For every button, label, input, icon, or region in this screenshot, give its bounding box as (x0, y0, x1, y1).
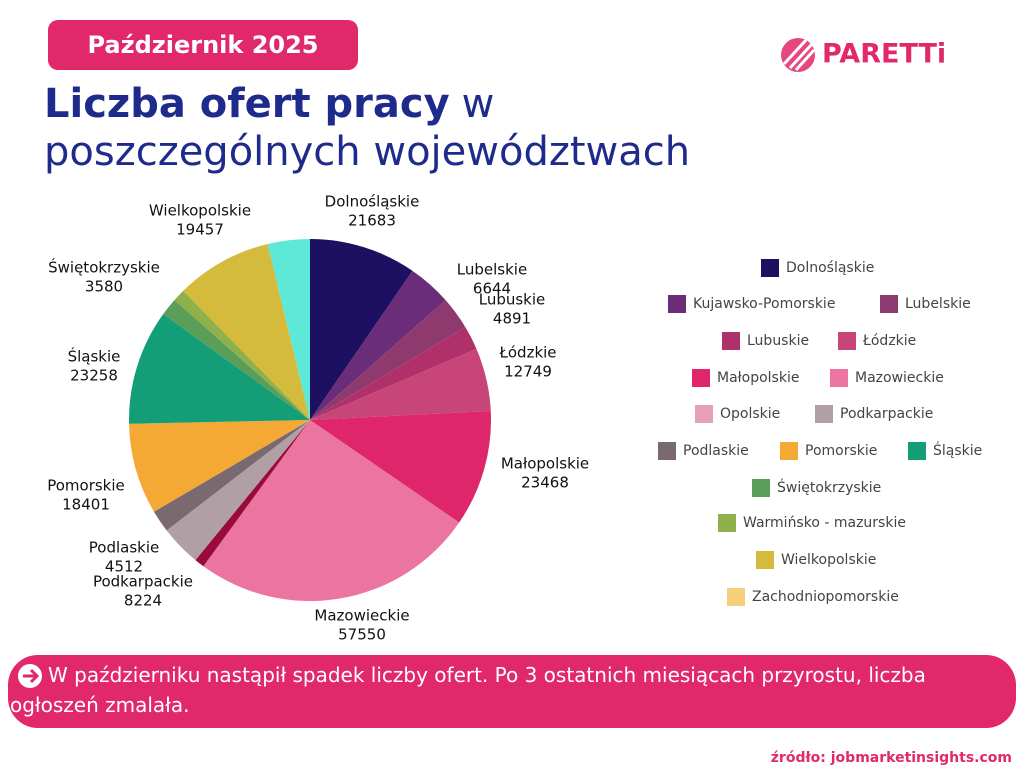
pie-slice (129, 420, 310, 512)
slice-value: 23258 (70, 367, 118, 385)
note-banner (8, 655, 1016, 728)
logo: PARETTi (822, 39, 946, 70)
legend-label: Lubelskie (905, 296, 971, 312)
legend: Dolnośląskie Kujawsko-Pomorskie Lubelskie L… (658, 259, 982, 606)
title-bold: Liczba ofert pracy (44, 81, 450, 127)
pie-slice (310, 270, 446, 420)
pie-slice (166, 420, 310, 561)
slice-value: 6644 (473, 280, 511, 298)
pie-slice (195, 420, 310, 567)
legend-label: Świętokrzyskie (777, 478, 881, 496)
slice-label: Podkarpackie (93, 573, 193, 591)
legend-label: Śląskie (933, 441, 982, 459)
legend-label: Zachodniopomorskie (752, 589, 899, 605)
legend-swatch (838, 332, 856, 350)
legend-label: Wielkopolskie (781, 552, 876, 568)
note: W październiku nastąpił spadek liczby of… (10, 663, 926, 717)
legend-swatch (718, 514, 736, 532)
pie-slice (310, 327, 477, 420)
slice-value: 4891 (493, 310, 531, 328)
legend-swatch (780, 442, 798, 460)
legend-swatch (692, 369, 710, 387)
slice-label: Dolnośląskie (325, 193, 420, 211)
legend-label: Opolskie (720, 406, 780, 422)
slice-label: Łódzkie (498, 344, 556, 362)
legend-swatch (727, 588, 745, 606)
legend-swatch (752, 479, 770, 497)
pie-slice (310, 348, 491, 420)
slice-value: 19457 (176, 221, 224, 239)
pie-slice (310, 411, 491, 523)
slice-label: Mazowieckie (314, 607, 409, 625)
slice-label: Małopolskie (501, 455, 589, 473)
pie-slice (174, 290, 310, 420)
pie-slice (153, 420, 310, 531)
legend-swatch (908, 442, 926, 460)
slice-label: Lubuskie (479, 291, 546, 309)
slice-value: 18401 (62, 496, 110, 514)
slice-value: 8224 (124, 592, 162, 610)
pie-slice (203, 420, 460, 601)
slice-label: Świętokrzyskie (48, 258, 160, 277)
pie-slice (129, 314, 310, 424)
legend-swatch (668, 295, 686, 313)
slice-value: 23468 (521, 474, 569, 492)
pie-slice (267, 239, 310, 420)
legend-label: Mazowieckie (855, 370, 944, 386)
legend-swatch (815, 405, 833, 423)
pie-slice (183, 244, 310, 420)
legend-swatch (761, 259, 779, 277)
legend-label: Pomorskie (805, 443, 877, 459)
legend-label: Łódzkie (862, 333, 916, 349)
slice-value: 21683 (348, 212, 396, 230)
legend-label: Podlaskie (683, 443, 749, 459)
legend-label: Dolnośląskie (786, 260, 874, 276)
legend-swatch (880, 295, 898, 313)
slice-value: 3580 (85, 278, 123, 296)
legend-swatch (722, 332, 740, 350)
legend-swatch (830, 369, 848, 387)
slice-value: 57550 (338, 626, 386, 644)
arrow (23, 668, 40, 684)
period: Październik 2025 (87, 31, 318, 59)
slice-label: Lubelskie (457, 261, 527, 279)
legend-label: Kujawsko-Pomorskie (693, 296, 835, 312)
legend-swatch (756, 551, 774, 569)
pie-slice (163, 299, 310, 420)
slice-label: Wielkopolskie (149, 202, 251, 220)
slice-label: Pomorskie (47, 477, 125, 495)
legend-swatch (695, 405, 713, 423)
logo-icon (781, 38, 816, 72)
slice-value: 12749 (504, 363, 552, 381)
period-pill (48, 20, 358, 70)
legend-label: Podkarpackie (840, 406, 933, 422)
source: źródło: jobmarketinsights.com (771, 750, 1012, 766)
legend-label: Lubuskie (747, 333, 809, 349)
pie-slice (310, 239, 413, 420)
legend-label: Małopolskie (717, 370, 799, 386)
legend-label: Warmińsko - mazurskie (743, 515, 906, 531)
slice-label: Śląskie (68, 347, 121, 366)
note-box: W październiku nastąpił spadek liczby of… (10, 663, 926, 717)
legend-swatch (658, 442, 676, 460)
pie-slice (310, 300, 466, 420)
slice-label: Podlaskie (89, 539, 159, 557)
title: Liczba ofert pracy w (44, 81, 494, 127)
slice-value: 4512 (105, 558, 143, 576)
title-rest: w (462, 81, 495, 127)
title-line2: poszczególnych województwach (44, 129, 690, 175)
